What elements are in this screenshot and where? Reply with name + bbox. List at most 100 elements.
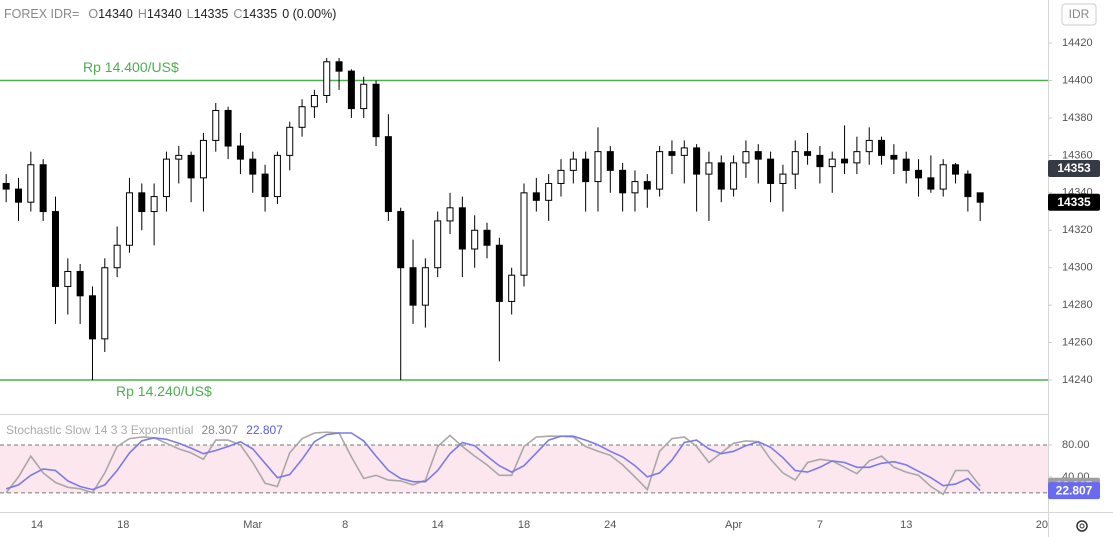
candle-body (199, 139, 207, 179)
candle-body (631, 181, 639, 194)
settings-gear[interactable] (1076, 520, 1088, 532)
y-tick-label: 14420 (1062, 37, 1093, 49)
candle-body (939, 164, 947, 190)
candle-body (804, 151, 812, 156)
level-label: Rp 14.400/US$ (83, 59, 179, 75)
band (0, 444, 1048, 493)
candle-body (2, 182, 10, 190)
x-tick-label: Mar (243, 519, 262, 531)
price-tag-label: 14335 (1057, 195, 1091, 209)
candle-body (273, 154, 281, 198)
candle-body (594, 151, 602, 183)
candle-body (14, 188, 22, 203)
candle-body (76, 270, 84, 297)
candle-body (471, 229, 479, 250)
candle-body (64, 270, 72, 287)
ohlc-value: 14335 (194, 7, 229, 21)
level-label: Rp 14.240/US$ (116, 383, 212, 399)
x-tick-label: 8 (342, 519, 348, 531)
candle-body (335, 61, 343, 72)
ohlc-value: 14340 (147, 7, 182, 21)
candle-body (483, 229, 491, 246)
ohlc-value: 14335 (242, 7, 277, 21)
candle-body (138, 192, 146, 213)
candle-body (742, 151, 750, 164)
candle-body (730, 162, 738, 190)
stoch-line (5, 431, 981, 496)
settings-gear-hub[interactable] (1079, 523, 1085, 529)
candle-body (865, 139, 873, 153)
candle-body (964, 173, 972, 198)
ohlc-key: L (187, 7, 194, 21)
candle-body (841, 158, 849, 164)
candle-body (643, 181, 651, 190)
candle-body (779, 173, 787, 184)
candle-body (582, 158, 590, 183)
indicator-legend: Stochastic Slow 14 3 3 Exponential 28.307… (6, 423, 283, 437)
change: 0 (0.00%) (282, 7, 336, 21)
currency-button[interactable]: IDR (1061, 3, 1097, 26)
candle-body (397, 211, 405, 269)
candle-body (495, 244, 503, 302)
candle-body (360, 83, 368, 110)
y-tick-label: 14280 (1062, 299, 1093, 311)
candle-body (458, 207, 466, 250)
candle-body (816, 154, 824, 168)
candle-body (101, 267, 109, 340)
value-tag (1048, 482, 1100, 500)
settings-icon[interactable] (1076, 520, 1088, 532)
symbol: FOREX IDR= (4, 7, 79, 21)
candle-body (113, 244, 121, 269)
candle-body (446, 207, 454, 222)
candle-body (39, 164, 47, 213)
candle-body (668, 151, 676, 156)
x-tick-label: Apr (725, 519, 742, 531)
y-tick-label: 14240 (1062, 374, 1093, 386)
x-tick-label: 14 (31, 519, 43, 531)
ohlc-key: O (88, 7, 98, 21)
candle-body (902, 158, 910, 171)
candle-body (249, 158, 257, 175)
candle-body (421, 267, 429, 306)
candle-body (717, 162, 725, 190)
ohlc-value: 14340 (98, 7, 133, 21)
candle-body (286, 126, 294, 156)
candle-body (927, 177, 935, 190)
y-tick-label: 80.00 (1062, 439, 1090, 451)
x-tick-label: 18 (518, 519, 530, 531)
candle-body (150, 196, 158, 213)
x-tick-label: 24 (604, 519, 616, 531)
x-tick-label: 18 (117, 519, 129, 531)
x-tick-label: 7 (817, 519, 823, 531)
currency-button-box[interactable] (1061, 3, 1097, 26)
candle-body (569, 158, 577, 171)
candle-body (347, 70, 355, 110)
ohlc-key: H (138, 7, 147, 21)
ohlc-key: C (233, 7, 242, 21)
candle-body (310, 94, 318, 108)
candle-body (212, 109, 220, 141)
candle-body (51, 211, 59, 287)
candle-body (976, 192, 984, 203)
candle-body (915, 169, 923, 179)
y-tick-label: 14400 (1062, 74, 1093, 86)
candle-body (680, 147, 688, 156)
price-tag-label: 14353 (1057, 161, 1091, 175)
candle-body (754, 151, 762, 160)
currency-label[interactable]: IDR (1069, 7, 1090, 21)
candle-body (705, 162, 713, 175)
stoch-line (5, 432, 981, 492)
candle-body (532, 192, 540, 201)
y-tick-label: 14360 (1062, 149, 1093, 161)
indicator-value: 22.807 (246, 423, 283, 437)
candle-body (952, 164, 960, 175)
header: FOREX IDR= O14340 H14340 L14335 C14335 0 (0.0… (4, 7, 336, 21)
candle-body (606, 151, 614, 171)
candle-body (409, 267, 417, 306)
candle-body (557, 169, 565, 184)
candle-body (890, 154, 898, 160)
candle-body (828, 158, 836, 168)
candle-body (853, 151, 861, 164)
candle-body (656, 151, 664, 190)
candle-body (261, 173, 269, 198)
